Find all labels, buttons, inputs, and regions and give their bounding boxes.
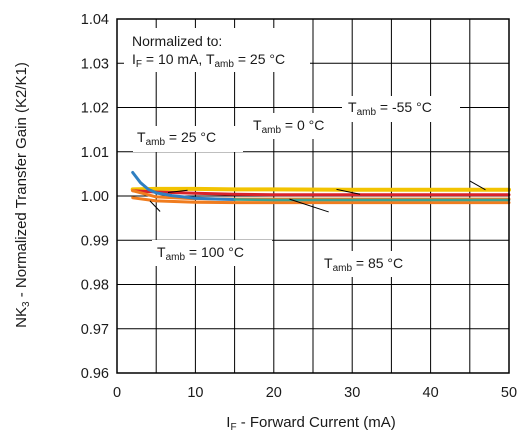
y-axis-title: NK3 - Normalized Transfer Gain (K2/K1) [13,62,32,328]
y-tick-label: 1.04 [81,12,109,28]
label-tamb-100: Tamb = 100 °C [157,244,244,263]
series-line [233,198,511,202]
label-box-0 [249,113,347,139]
y-tick-label: 0.97 [81,322,109,338]
annotation-leader-lines [149,180,486,213]
x-tick-label: 40 [423,385,439,401]
label-tamb-0: Tamb = 0 °C [253,117,324,136]
y-tick-label: 1.01 [81,145,109,161]
y-tick-label: 1.03 [81,56,109,72]
y-tick-label: 0.99 [81,233,109,249]
label-box-85 [318,251,426,277]
y-tick-label: 1.00 [81,189,109,205]
label-tamb-m55: Tamb = -55 °C [348,99,432,118]
label-box-m55 [342,96,460,122]
leader-line [167,189,188,193]
series-line [131,196,511,205]
label-tamb-85: Tamb = 85 °C [324,255,403,274]
y-tick-labels: 0.96 0.97 0.98 0.99 1.00 1.01 1.02 1.03 1.04 [81,12,109,382]
label-box-100 [152,240,272,266]
normalized-label: Normalized to: [132,33,222,49]
leader-line [469,180,486,191]
y-tick-label: 1.02 [81,101,109,117]
x-tick-label: 20 [266,385,282,401]
label-box-25 [133,126,243,152]
x-tick-label: 30 [344,385,360,401]
series-line [131,171,237,201]
y-tick-label: 0.96 [81,366,109,382]
x-tick-label: 10 [187,385,203,401]
plot-frame [116,18,510,374]
label-tamb-25: Tamb = 25 °C [137,129,216,148]
series-line [131,189,511,197]
series-lines [130,171,511,205]
series-line [130,186,511,192]
leader-line [336,188,361,195]
normalized-box [124,28,310,72]
x-tick-label: 50 [501,385,517,401]
x-axis-title: IF - Forward Current (mA) [226,414,395,433]
leader-line [149,200,161,212]
y-tick-label: 0.98 [81,278,109,294]
leader-line [289,198,329,213]
normalized-condition: IF = 10 mA, Tamb = 25 °C [132,51,285,70]
x-tick-labels: 0 10 20 30 40 50 [113,385,517,401]
x-tick-label: 0 [113,385,121,401]
